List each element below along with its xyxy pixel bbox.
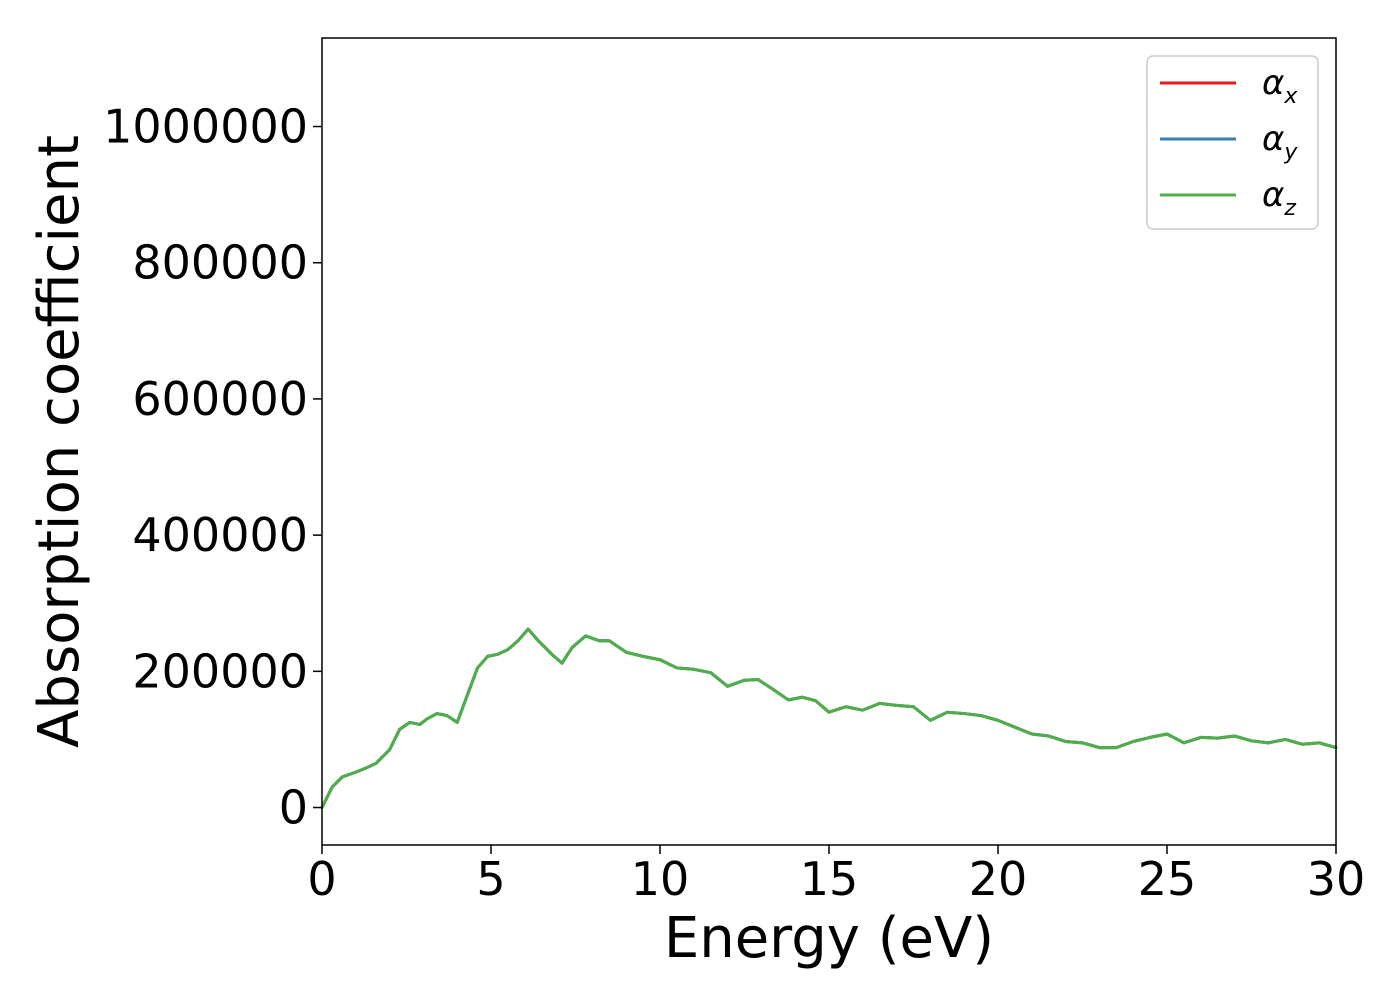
x-axis-title: Energy (eV) xyxy=(664,906,994,971)
series-line-y xyxy=(320,627,1338,810)
y-tick-label: 600000 xyxy=(132,372,308,426)
legend-label-y: αy xyxy=(1262,119,1298,165)
x-tick-label: 5 xyxy=(476,852,505,906)
legend-box xyxy=(1146,55,1319,230)
x-tick-label: 0 xyxy=(307,852,336,906)
x-tick-label: 15 xyxy=(800,852,859,906)
y-tick-label: 0 xyxy=(279,781,308,835)
x-tick-label: 20 xyxy=(969,852,1028,906)
legend-label-x: αx xyxy=(1262,63,1298,109)
series-line-z xyxy=(320,627,1338,810)
x-tick-label: 30 xyxy=(1307,852,1366,906)
series-layer xyxy=(320,627,1338,810)
y-axis-title: Absorption coefficient xyxy=(27,135,92,748)
legend: αx αy αz xyxy=(1146,55,1319,230)
x-tick-label: 25 xyxy=(1138,852,1197,906)
x-tick-label: 10 xyxy=(631,852,690,906)
y-tick-label: 1000000 xyxy=(103,100,308,154)
y-tick-label: 400000 xyxy=(132,508,308,562)
y-tick-label: 200000 xyxy=(132,644,308,698)
axes-layer: 0 5 10 15 20 25 30 0 200000 400000 600000 800000 100… xyxy=(27,37,1366,971)
legend-label-z: αz xyxy=(1262,175,1296,221)
series-line-x xyxy=(320,627,1338,810)
y-tick-label: 800000 xyxy=(132,236,308,290)
